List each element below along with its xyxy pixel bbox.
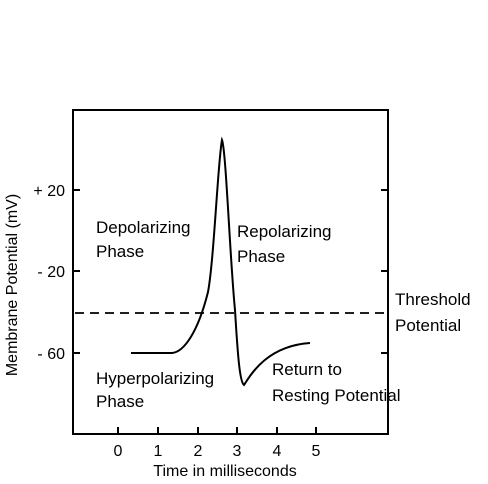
threshold-label-line2: Potential (395, 316, 461, 335)
depolarizing-label-line2: Phase (96, 242, 144, 261)
resting-label-line1: Return to (272, 360, 342, 379)
resting-label-line2: Resting Potential (272, 386, 401, 405)
repolarizing-label-line1: Repolarizing (237, 222, 332, 241)
hyperpolarizing-label-line1: Hyperpolarizing (96, 369, 214, 388)
x-tick-label-3: 3 (233, 443, 242, 460)
repolarizing-label-line2: Phase (237, 247, 285, 266)
x-axis-title: Time in milliseconds (153, 463, 296, 480)
hyperpolarizing-label-line2: Phase (96, 392, 144, 411)
x-tick-label-4: 4 (273, 443, 282, 460)
threshold-label-line1: Threshold (395, 290, 471, 309)
x-tick-label-5: 5 (312, 443, 321, 460)
x-tick-label-2: 2 (194, 443, 203, 460)
y-tick-label-plus20: + 20 (33, 183, 65, 200)
y-tick-label-minus20: - 20 (37, 264, 65, 281)
action-potential-curve (131, 136, 311, 387)
depolarizing-label-line1: Depolarizing (96, 218, 191, 237)
y-axis-title: Membrane Potential (mV) (4, 194, 21, 376)
y-tick-label-minus60: - 60 (37, 346, 65, 363)
x-tick-label-0: 0 (114, 443, 123, 460)
x-tick-label-1: 1 (154, 443, 163, 460)
